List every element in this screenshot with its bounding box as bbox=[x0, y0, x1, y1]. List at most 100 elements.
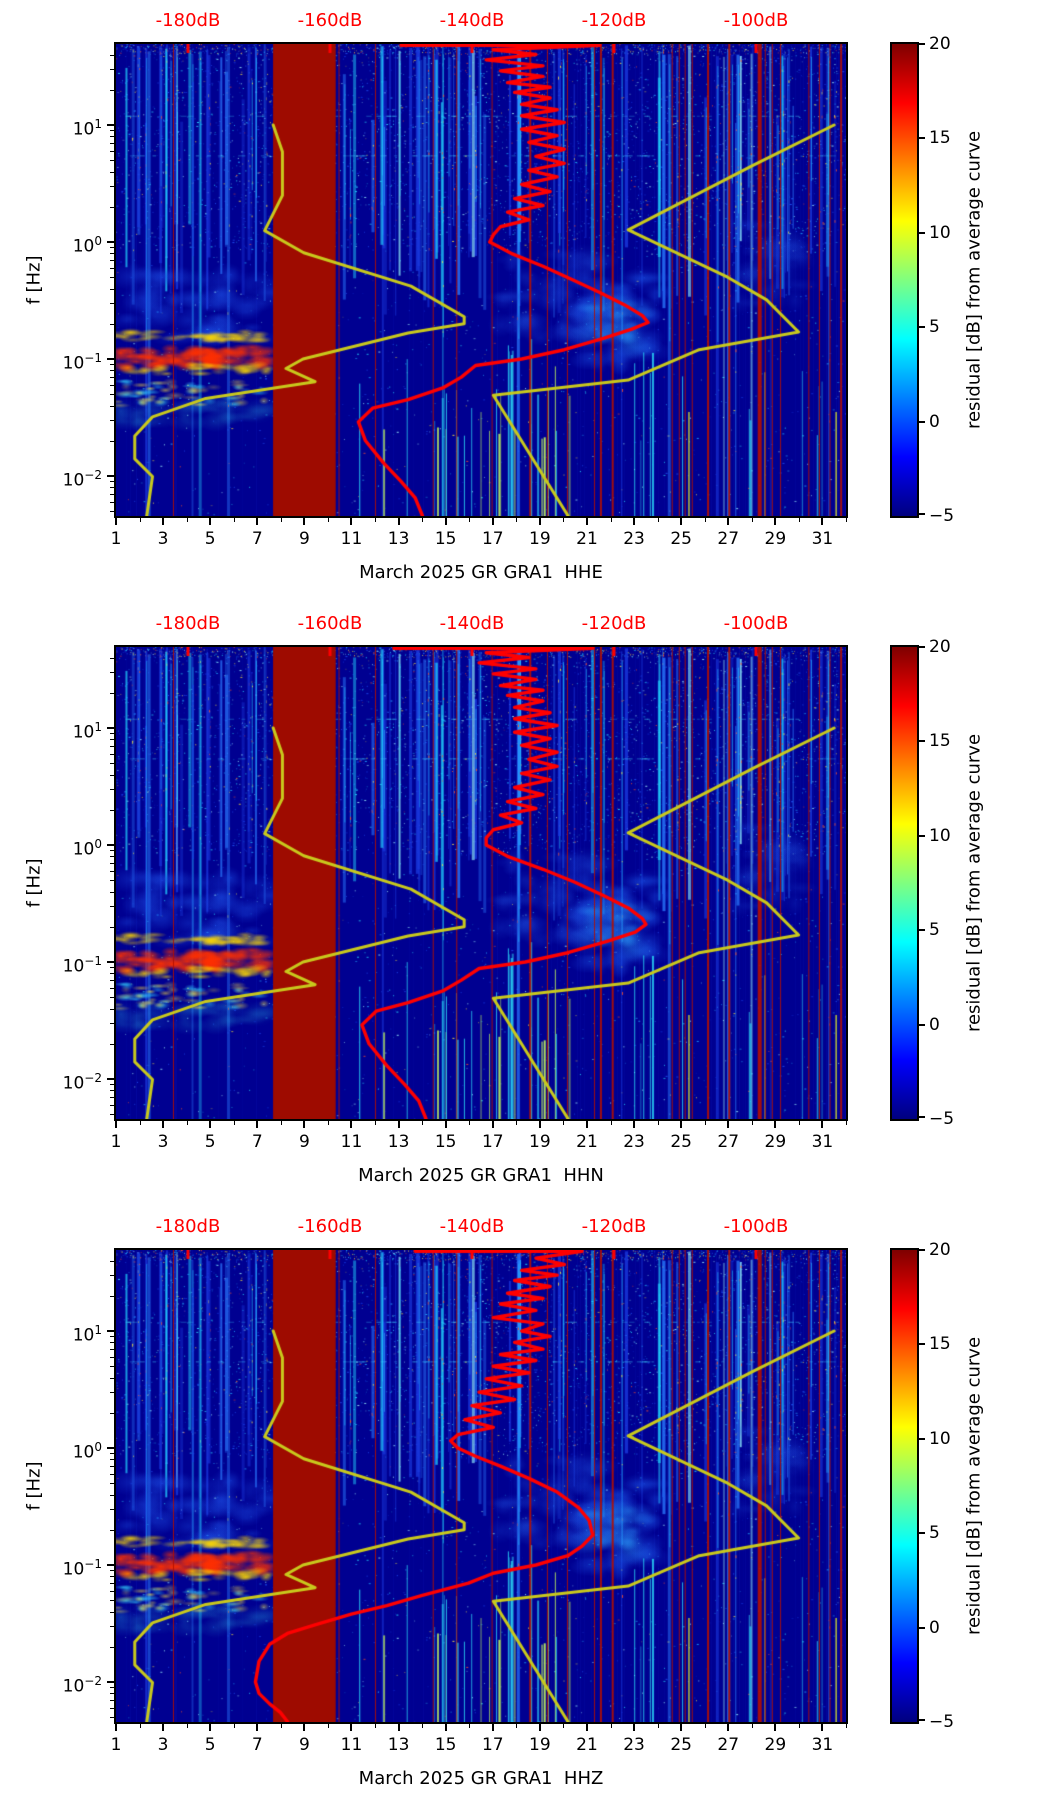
x-minor-tick bbox=[327, 518, 329, 522]
x-tick-label: 23 bbox=[623, 1735, 645, 1755]
y-minor-tick bbox=[110, 774, 114, 776]
x-minor-tick bbox=[233, 1121, 235, 1125]
x-major-tick bbox=[162, 1724, 165, 1731]
x-major-tick bbox=[115, 518, 117, 525]
y-minor-tick bbox=[110, 789, 114, 791]
y-minor-tick bbox=[110, 1084, 114, 1086]
y-minor-tick bbox=[110, 973, 114, 975]
x-minor-tick bbox=[657, 1724, 659, 1728]
x-minor-tick bbox=[798, 1121, 800, 1125]
y-tick-label: 10−1 bbox=[62, 1557, 102, 1580]
y-minor-tick bbox=[110, 739, 114, 741]
x-tick-label: 25 bbox=[670, 529, 692, 549]
y-minor-tick bbox=[110, 267, 114, 269]
y-minor-tick bbox=[110, 171, 114, 173]
y-minor-tick bbox=[110, 1459, 114, 1461]
colorbar-tick-label: 20 bbox=[929, 1240, 951, 1260]
y-minor-tick bbox=[110, 130, 114, 132]
spectrogram-panel-hhn: -180dB -160dB -140dB -120dB -100dB 1 3 5 7 9 11 13 1… bbox=[0, 603, 1052, 1206]
y-minor-tick bbox=[110, 150, 114, 152]
y-major-tick bbox=[107, 1564, 114, 1566]
panel-title-hhz: March 2025 GR GRA1 HHZ bbox=[358, 1768, 604, 1789]
y-minor-tick bbox=[110, 1275, 114, 1277]
y-minor-tick bbox=[110, 1090, 114, 1092]
y-minor-tick bbox=[110, 501, 114, 503]
y-minor-tick bbox=[110, 481, 114, 483]
x-major-tick bbox=[162, 1121, 165, 1128]
y-tick-label: 10−1 bbox=[62, 351, 102, 374]
y-tick-label: 100 bbox=[72, 1440, 102, 1463]
x-tick-label: 3 bbox=[157, 1735, 169, 1755]
y-major-tick bbox=[107, 475, 114, 477]
y-major-tick bbox=[107, 1078, 114, 1080]
y-minor-tick bbox=[110, 1377, 114, 1379]
top-axis-db-label: -100dB bbox=[723, 613, 789, 634]
x-major-tick bbox=[303, 1724, 306, 1731]
x-major-tick bbox=[821, 1121, 824, 1128]
x-major-tick bbox=[444, 1724, 447, 1731]
x-tick-label: 5 bbox=[204, 1735, 216, 1755]
y-minor-tick bbox=[110, 206, 114, 208]
spectrogram-canvas-hhn bbox=[116, 647, 846, 1119]
y-minor-tick bbox=[110, 1576, 114, 1578]
y-minor-tick bbox=[110, 1097, 114, 1099]
colorbar-hhz bbox=[890, 1248, 919, 1724]
y-minor-tick bbox=[110, 1043, 114, 1045]
y-minor-tick bbox=[110, 926, 114, 928]
spectrogram-panel-hhe: -180dB -160dB -140dB -120dB -100dB 1 3 5 7 9 11 13 1… bbox=[0, 0, 1052, 603]
x-tick-label: 13 bbox=[387, 1132, 410, 1152]
x-minor-tick bbox=[657, 518, 659, 522]
colorbar-tick-label: 0 bbox=[929, 411, 940, 432]
y-minor-tick bbox=[110, 906, 114, 908]
colorbar-tick-label: 5 bbox=[929, 920, 940, 941]
x-minor-tick bbox=[563, 1121, 565, 1125]
colorbar-tick bbox=[919, 646, 925, 648]
colorbar-hhe bbox=[890, 42, 919, 518]
x-major-tick bbox=[585, 518, 588, 525]
y-minor-tick bbox=[110, 753, 114, 755]
panel-title-hhn: March 2025 GR GRA1 HHN bbox=[358, 1165, 604, 1186]
y-minor-tick bbox=[110, 323, 114, 325]
y-minor-tick bbox=[110, 394, 114, 396]
x-tick-label: 29 bbox=[764, 1132, 787, 1152]
y-minor-tick bbox=[110, 870, 114, 872]
x-minor-tick bbox=[280, 1724, 282, 1728]
x-tick-label: 11 bbox=[340, 1735, 363, 1755]
y-minor-tick bbox=[110, 89, 114, 91]
y-minor-tick bbox=[110, 1590, 114, 1592]
y-minor-tick bbox=[110, 405, 114, 407]
x-minor-tick bbox=[704, 518, 706, 522]
y-minor-tick bbox=[110, 1570, 114, 1572]
colorbar-tick-label: 10 bbox=[929, 1428, 951, 1449]
y-minor-tick bbox=[110, 880, 114, 882]
colorbar-tick bbox=[919, 834, 925, 837]
x-minor-tick bbox=[469, 518, 471, 522]
top-axis-db-label: -140dB bbox=[439, 10, 505, 31]
y-minor-tick bbox=[110, 253, 114, 255]
x-major-tick bbox=[350, 1121, 353, 1128]
y-minor-tick bbox=[110, 1466, 114, 1468]
y-minor-tick bbox=[110, 1392, 114, 1394]
x-tick-label: 31 bbox=[811, 529, 834, 549]
y-minor-tick bbox=[110, 370, 114, 372]
y-tick-label: 10−1 bbox=[62, 954, 102, 977]
x-major-tick bbox=[256, 518, 259, 525]
x-minor-tick bbox=[516, 1724, 518, 1728]
x-minor-tick bbox=[186, 1724, 188, 1728]
colorbar-tick-label: −5 bbox=[929, 1712, 955, 1732]
colorbar-tick-label: 15 bbox=[929, 128, 951, 149]
x-major-tick bbox=[491, 1121, 494, 1128]
x-tick-label: 29 bbox=[764, 1735, 787, 1755]
colorbar-tick bbox=[919, 326, 925, 329]
x-major-tick bbox=[209, 1724, 212, 1731]
colorbar-tick bbox=[919, 231, 925, 234]
colorbar-tick-label: −5 bbox=[929, 1109, 955, 1129]
x-major-tick bbox=[397, 1724, 400, 1731]
panel-title-hhe: March 2025 GR GRA1 HHE bbox=[359, 562, 603, 583]
x-minor-tick bbox=[751, 1121, 753, 1125]
y-minor-tick bbox=[110, 967, 114, 969]
y-axis-label-wrap: f [Hz] bbox=[12, 1250, 56, 1722]
x-tick-label: 1 bbox=[110, 1132, 122, 1152]
y-minor-tick bbox=[110, 384, 114, 386]
x-major-tick bbox=[538, 518, 541, 525]
